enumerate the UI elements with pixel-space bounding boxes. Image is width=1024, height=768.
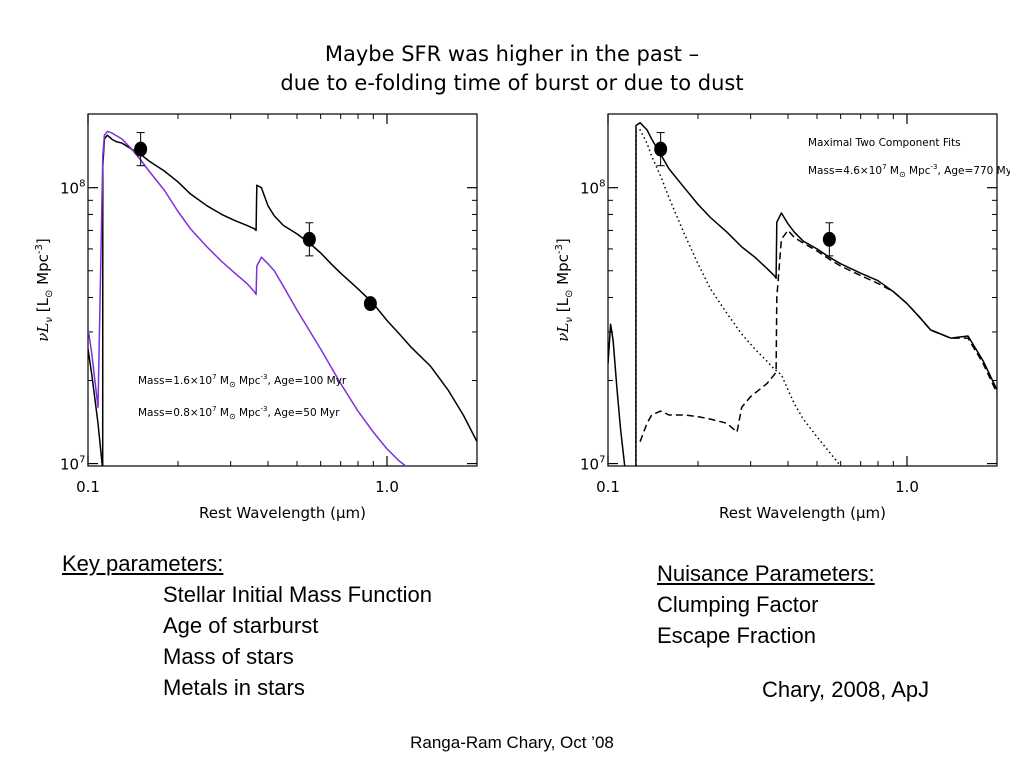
entry-tail: , Age=50 Myr [268,407,341,419]
annotation-text: Mass=4.6×107 M⊙ Mpc-3, Age=770 Myr [808,163,1010,179]
entry-exponent: -3 [261,373,268,381]
y-tick-exponent: 8 [599,179,605,190]
entry-unit: M [217,375,229,387]
y-tick-label: 107 [580,455,605,474]
series-line [639,229,997,442]
y-tick-base: 10 [580,180,599,198]
citation: Chary, 2008, ApJ [762,677,930,702]
y-axis-title-exponent: -3 [34,244,45,254]
y-axis-title-unit: [L [34,297,52,317]
x-axis-title: Rest Wavelength (μm) [719,504,886,522]
series-group [88,130,477,466]
series-line [88,130,408,466]
y-axis-title-close: ] [34,238,52,244]
annotation-text: Maximal Two Component Fits [808,137,961,149]
y-axis-title-rest: Mpc [554,254,572,289]
plot-frame [607,113,998,467]
entry-unit: M [887,165,899,177]
entry-text: Mass=1.6×10 [138,375,212,387]
key-parameter-item: Age of starburst [163,613,319,638]
x-axis-title-unit: μm [336,504,360,522]
nuisance-parameters-block: Nuisance Parameters: Clumping Factor Esc… [657,558,875,651]
x-tick-label: 0.1 [76,478,100,496]
y-axis-title-symbol: νL [34,323,52,342]
y-axis-title-unit-subscript: ⊙ [564,290,575,298]
series-group [608,121,997,466]
legend-entry: Mass=0.8×107 M⊙ Mpc-3, Age=50 Myr [138,405,340,421]
entry-tail: , Age=770 Myr [938,165,1011,177]
plot-frame [87,113,478,467]
y-axis-title-close: ] [554,238,572,244]
key-parameters-heading: Key parameters: [62,551,224,576]
data-point [822,231,836,247]
entry-unit-rest: Mpc [236,375,261,387]
key-parameter-item: Metals in stars [163,675,305,700]
entry-text: Mass=4.6×10 [808,165,882,177]
nuisance-parameter-item: Clumping Factor [657,592,819,617]
entry-exponent: -3 [261,405,268,413]
entry-text: Mass=0.8×10 [138,407,212,419]
data-point [654,141,668,157]
slide-title: Maybe SFR was higher in the past – due t… [0,40,1024,98]
y-axis-title-unit: [L [554,297,572,317]
y-axis-title: νLν [L⊙ Mpc-3] [34,238,55,341]
y-tick-base: 10 [60,180,79,198]
x-tick-label: 1.0 [895,478,919,496]
entry-exponent: 7 [212,373,216,381]
nuisance-parameter-item: Escape Fraction [657,623,816,648]
y-axis-title-rest: Mpc [34,254,52,289]
x-tick-label: 1.0 [375,478,399,496]
entry-unit-rest: Mpc [906,165,931,177]
y-axis-title-symbol: νL [554,323,572,342]
y-axis-title-unit-subscript: ⊙ [44,290,55,298]
data-point [134,141,148,157]
y-axis-title-subscript: ν [564,317,575,323]
y-tick-base: 10 [60,456,79,474]
y-tick-base: 10 [580,456,599,474]
series-line [88,134,477,466]
entry-unit: M [217,407,229,419]
x-axis-title: Rest Wavelength (μm) [199,504,366,522]
key-parameters-block: Key parameters: Stellar Initial Mass Fun… [62,548,432,703]
key-parameter-item: Mass of stars [163,644,294,669]
footer-credit: Ranga-Ram Chary, Oct ’08 [410,733,614,752]
y-axis-title-subscript: ν [44,317,55,323]
nuisance-parameters-heading: Nuisance Parameters: [657,561,875,586]
entry-text: Maximal Two Component Fits [808,137,961,149]
entry-exponent: -3 [931,163,938,171]
series-line [635,129,842,466]
data-point [363,296,377,312]
x-axis-title-unit: μm [856,504,880,522]
slide-title-line-2: due to e-folding time of burst or due to… [280,71,744,95]
entry-exponent: 7 [212,405,216,413]
x-axis-title-text: Rest Wavelength ( [199,504,336,522]
y-tick-label: 107 [60,455,85,474]
y-tick-label: 108 [60,179,85,198]
x-tick-label: 0.1 [596,478,620,496]
x-axis-title-text: Rest Wavelength ( [719,504,856,522]
x-axis-title-close: ) [360,504,366,522]
x-axis-title-close: ) [880,504,886,522]
y-tick-exponent: 7 [79,455,85,466]
y-tick-exponent: 7 [599,455,605,466]
legend-entry: Mass=1.6×107 M⊙ Mpc-3, Age=100 Myr [138,373,347,389]
entry-unit-rest: Mpc [236,407,261,419]
entry-exponent: 7 [882,163,886,171]
entry-tail: , Age=100 Myr [268,375,347,387]
y-axis-title-exponent: -3 [554,244,565,254]
data-point [302,231,316,247]
y-tick-label: 108 [580,179,605,198]
key-parameter-item: Stellar Initial Mass Function [163,582,432,607]
y-axis-title: νLν [L⊙ Mpc-3] [554,238,575,341]
slide-title-line-1: Maybe SFR was higher in the past – [324,42,700,66]
entry-unit-subscript: ⊙ [229,412,236,421]
entry-unit-subscript: ⊙ [899,170,906,179]
entry-unit-subscript: ⊙ [229,380,236,389]
y-tick-exponent: 8 [79,179,85,190]
